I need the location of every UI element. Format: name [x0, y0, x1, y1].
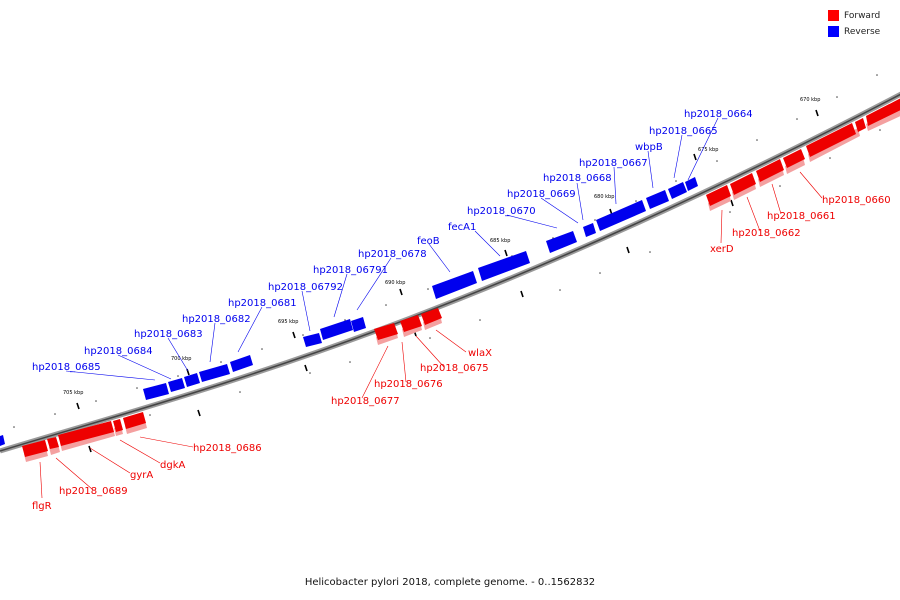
- gene-label[interactable]: hp2018_0662: [732, 228, 801, 239]
- gene-label[interactable]: hp2018_0664: [684, 109, 753, 120]
- gene-block-reverse[interactable]: [546, 231, 577, 253]
- gene-label[interactable]: hp2018_0660: [822, 195, 891, 206]
- tick-label: 705 kbp: [63, 390, 83, 396]
- tick-label: 670 kbp: [800, 97, 820, 103]
- tick-label: 700 kbp: [171, 356, 191, 362]
- forward-gene-blocks: [22, 97, 900, 462]
- gene-label[interactable]: hp2018_0668: [543, 173, 612, 184]
- tick-labels: 670 kbp 675 kbp 680 kbp 685 kbp 690 kbp …: [63, 97, 820, 396]
- gene-block-reverse[interactable]: [351, 317, 366, 332]
- gene-block-reverse[interactable]: [0, 435, 5, 446]
- gene-block-reverse[interactable]: [596, 200, 646, 231]
- gene-block-reverse[interactable]: [303, 333, 322, 347]
- gene-label[interactable]: hp2018_0682: [182, 314, 251, 325]
- gene-block-reverse[interactable]: [646, 190, 669, 209]
- strand-legend: Forward Reverse: [828, 8, 892, 40]
- legend-item-forward: Forward: [828, 8, 892, 23]
- gene-label[interactable]: hp2018_0684: [84, 346, 153, 357]
- forward-swatch: [828, 10, 839, 21]
- gene-block-reverse[interactable]: [230, 355, 253, 372]
- gene-label[interactable]: hp2018_0661: [767, 211, 836, 222]
- gene-block-forward[interactable]: [421, 308, 442, 325]
- genome-backbone: [0, 91, 900, 454]
- gene-label[interactable]: hp2018_0667: [579, 158, 648, 169]
- gene-block-reverse[interactable]: [478, 251, 530, 281]
- gene-block-reverse[interactable]: [668, 182, 687, 199]
- tick-label: 680 kbp: [594, 194, 614, 200]
- gene-label[interactable]: hp2018_0689: [59, 486, 128, 497]
- genome-caption: Helicobacter pylori 2018, complete genom…: [304, 577, 596, 588]
- reverse-swatch: [828, 26, 839, 37]
- forward-leader-lines: [39, 171, 823, 499]
- gene-block-forward[interactable]: [123, 412, 146, 429]
- gene-block-forward[interactable]: [47, 437, 59, 449]
- gene-label[interactable]: hp2018_0678: [358, 249, 427, 260]
- tick-label: 685 kbp: [490, 238, 510, 244]
- gene-block-forward[interactable]: [374, 323, 398, 340]
- gene-block-forward[interactable]: [730, 173, 756, 195]
- gene-label[interactable]: hp2018_0675: [420, 363, 489, 374]
- gene-block-reverse[interactable]: [320, 319, 353, 340]
- gene-label[interactable]: flgR: [32, 501, 52, 512]
- gene-label[interactable]: hp2018_06792: [268, 282, 343, 293]
- gene-label[interactable]: hp2018_0686: [193, 443, 262, 454]
- gene-label[interactable]: fecA1: [448, 222, 476, 233]
- gene-block-forward[interactable]: [58, 421, 114, 446]
- gene-block-forward[interactable]: [855, 118, 866, 132]
- gene-label[interactable]: hp2018_0676: [374, 379, 443, 390]
- gene-block-forward[interactable]: [783, 149, 805, 168]
- gene-label[interactable]: hp2018_06791: [313, 265, 388, 276]
- reverse-gene-blocks: [0, 177, 698, 446]
- legend-item-reverse: Reverse: [828, 24, 892, 39]
- legend-label: Forward: [844, 10, 881, 21]
- gene-label[interactable]: dgkA: [160, 460, 185, 471]
- gene-block-forward[interactable]: [756, 159, 784, 182]
- inner-guide-dots: [99, 129, 881, 429]
- gene-label[interactable]: hp2018_0681: [228, 298, 297, 309]
- gene-block-forward[interactable]: [806, 123, 856, 157]
- tick-label: 690 kbp: [385, 280, 405, 286]
- gene-label[interactable]: hp2018_0685: [32, 362, 101, 373]
- gene-block-reverse[interactable]: [685, 177, 698, 191]
- gene-block-forward[interactable]: [706, 185, 731, 206]
- gene-block-forward[interactable]: [113, 419, 123, 432]
- gene-label[interactable]: hp2018_0669: [507, 189, 576, 200]
- legend-label: Reverse: [844, 26, 881, 37]
- gene-label[interactable]: gyrA: [130, 470, 153, 481]
- reverse-gene-labels: hp2018_0664 hp2018_0665 wbpB hp2018_0667…: [32, 109, 753, 373]
- gene-label[interactable]: wbpB: [635, 142, 663, 153]
- outer-guide-dots: [13, 74, 878, 428]
- gene-label[interactable]: hp2018_0670: [467, 206, 536, 217]
- forward-gene-labels: hp2018_0660 hp2018_0661 hp2018_0662 xerD…: [32, 195, 891, 512]
- gene-block-reverse[interactable]: [184, 373, 200, 387]
- gene-label[interactable]: hp2018_0665: [649, 126, 718, 137]
- gene-block-forward[interactable]: [866, 97, 900, 126]
- gene-block-reverse[interactable]: [168, 378, 185, 392]
- tick-label: 695 kbp: [278, 319, 298, 325]
- tick-label: 675 kbp: [698, 147, 718, 153]
- gene-label[interactable]: wlaX: [468, 348, 492, 359]
- gene-label[interactable]: feoB: [417, 236, 440, 247]
- gene-block-forward[interactable]: [400, 315, 422, 332]
- gene-block-reverse[interactable]: [583, 223, 596, 237]
- gene-label[interactable]: hp2018_0677: [331, 396, 400, 407]
- reverse-leader-lines: [65, 117, 719, 381]
- gene-block-reverse[interactable]: [199, 364, 230, 382]
- gene-block-reverse[interactable]: [432, 271, 477, 299]
- gene-block-reverse[interactable]: [143, 383, 169, 400]
- gene-label[interactable]: xerD: [710, 244, 734, 255]
- gene-block-forward[interactable]: [22, 440, 48, 457]
- gene-label[interactable]: hp2018_0683: [134, 329, 203, 340]
